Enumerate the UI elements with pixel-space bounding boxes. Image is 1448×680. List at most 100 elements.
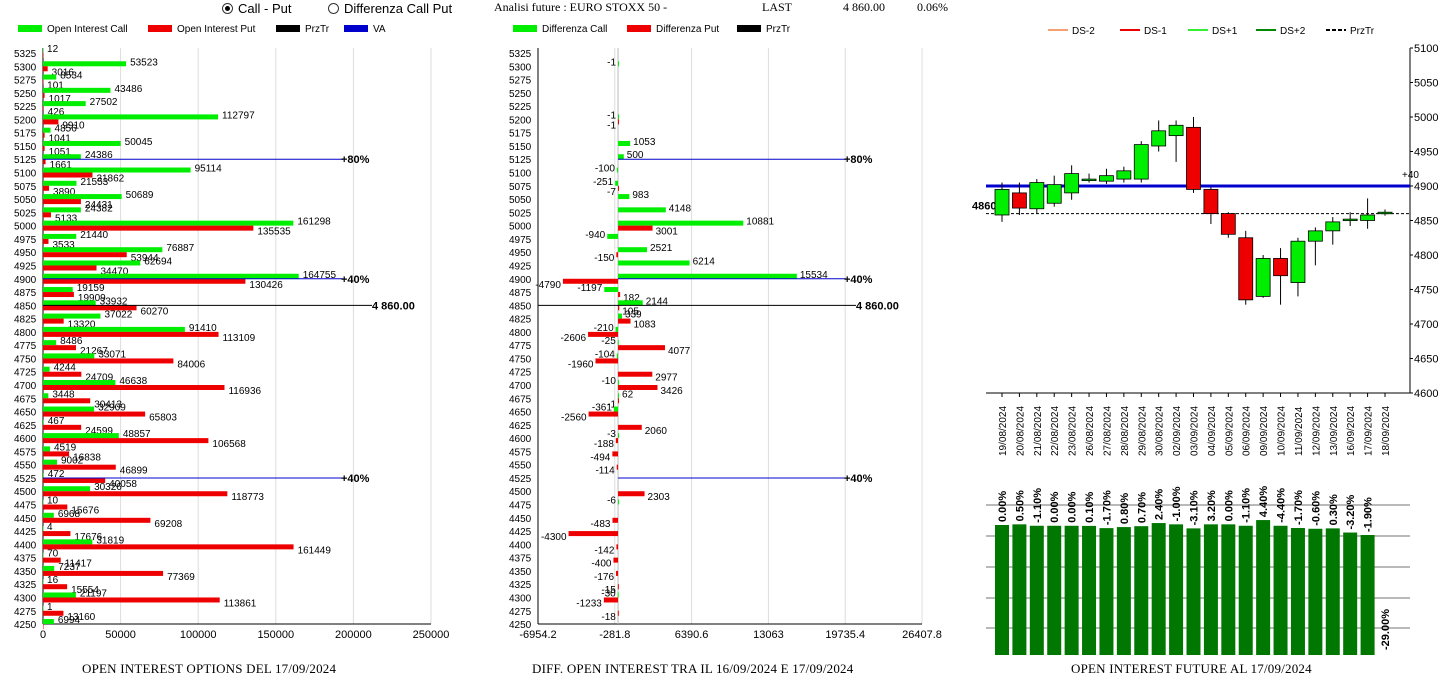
diff-put-bar: [616, 544, 619, 550]
put-value-label: 3016: [52, 67, 75, 78]
diff-call-bar: [618, 313, 622, 319]
call-bar: [43, 605, 44, 611]
y-tick-label: 4350: [509, 567, 532, 578]
diff-call-bar: [607, 233, 619, 239]
put-bar: [43, 278, 246, 284]
date-label: 13/09/2024: [1329, 406, 1340, 456]
diff-put-bar: [617, 584, 619, 590]
put-value-label: 53944: [131, 253, 159, 264]
put-bar: [43, 238, 49, 244]
call-bar: [43, 194, 122, 200]
oi-bar: [1047, 525, 1062, 655]
put-bar: [43, 491, 228, 497]
call-bar: [43, 526, 44, 532]
put-bar: [43, 199, 81, 205]
call-bar: [43, 326, 185, 332]
call-bar: [43, 539, 93, 545]
y-tick-label: 4950: [14, 248, 37, 259]
y-tick-label: 5175: [509, 129, 532, 140]
candle-body: [1203, 189, 1219, 214]
date-label: 18/09/2024: [1381, 406, 1392, 456]
y-tick-label: 4675: [509, 394, 532, 405]
y-tick-label: 4800: [1414, 250, 1438, 262]
radio-unselected-icon[interactable]: [328, 3, 339, 14]
oi-change-label: 0.80%: [1119, 493, 1131, 524]
y-tick-label: 4325: [509, 580, 532, 591]
diff-put-label: -4790: [535, 280, 561, 291]
radio-selected-icon[interactable]: [222, 3, 233, 14]
diff-put-label: -188: [594, 439, 614, 450]
oi-change-label: -3.10%: [1189, 490, 1201, 525]
call-bar: [43, 61, 127, 67]
diff-call-bar: [604, 287, 619, 293]
diff-call-bar: [616, 167, 619, 173]
call-value-label: 4244: [54, 363, 77, 374]
radio-differenza[interactable]: Differenza Call Put: [328, 1, 452, 16]
call-bar: [43, 433, 119, 439]
y-tick-label: 5125: [14, 155, 37, 166]
candle-body: [1046, 184, 1062, 204]
call-value-label: 4: [47, 522, 53, 533]
call-bar: [43, 486, 91, 492]
y-tick-label: 4425: [14, 527, 37, 538]
candle-body: [1133, 144, 1149, 180]
y-tick-label: 4825: [14, 315, 37, 326]
diff-call-label: 10881: [746, 217, 774, 228]
diff-call-label: -940: [585, 230, 605, 241]
diff-call-label: -6: [607, 496, 616, 507]
diff-put-label: 4077: [668, 346, 691, 357]
y-tick-label: 4700: [509, 381, 532, 392]
radio-call-put[interactable]: Call - Put: [222, 1, 291, 16]
oi-change-label: -1.70%: [1293, 490, 1305, 525]
y-tick-label: 4250: [509, 620, 532, 631]
put-bar: [43, 132, 45, 138]
candle-body: [1325, 221, 1341, 232]
y-tick-label: 4800: [14, 328, 37, 339]
call-value-label: 37022: [104, 310, 132, 321]
date-label: 17/09/2024: [1364, 406, 1375, 456]
call-value-label: 161298: [297, 217, 331, 228]
call-value-label: 4519: [54, 442, 77, 453]
oi-bar: [1238, 525, 1253, 655]
oi-bar: [1116, 527, 1131, 655]
diff-put-bar: [617, 610, 619, 616]
diff-call-bar: [617, 499, 619, 505]
diff-call-label: -1: [607, 110, 616, 121]
y-tick-label: 4650: [509, 408, 532, 419]
call-bar: [43, 406, 95, 412]
oi-bar: [1064, 525, 1079, 655]
reference-label: +80%: [844, 154, 873, 166]
diff-call-bar: [618, 114, 620, 120]
y-tick-label: 4850: [1414, 216, 1438, 228]
call-bar: [43, 167, 191, 173]
diff-put-bar: [612, 517, 619, 523]
diff-put-bar: [618, 398, 620, 404]
put-bar: [43, 544, 294, 550]
candle-body: [1307, 230, 1323, 242]
y-tick-label: 4475: [509, 501, 532, 512]
reference-label: +40%: [341, 274, 370, 286]
y-tick-label: 5000: [1414, 112, 1438, 124]
y-tick-label: 4900: [509, 275, 532, 286]
put-bar: [43, 411, 146, 417]
call-bar: [43, 472, 44, 478]
call-value-label: 112797: [222, 110, 255, 121]
oi-bar: [1325, 528, 1340, 655]
put-value-label: 15554: [71, 585, 99, 596]
call-bar: [43, 619, 54, 625]
y-tick-label: 4750: [14, 354, 37, 365]
oi-change-label: 3.20%: [1206, 490, 1218, 521]
put-value-label: 161449: [298, 545, 332, 556]
date-label: 12/09/2024: [1311, 406, 1322, 456]
put-bar: [43, 345, 77, 351]
diff-put-label: -142: [594, 545, 614, 556]
y-tick-label: 4575: [509, 447, 532, 458]
candle-body: [1290, 240, 1306, 283]
put-value-label: 24431: [85, 200, 113, 211]
call-value-label: 21553: [80, 177, 108, 188]
y-tick-label: 5150: [14, 142, 37, 153]
call-bar: [43, 499, 44, 505]
put-value-label: 3890: [53, 187, 76, 198]
diff-call-bar: [616, 353, 619, 359]
